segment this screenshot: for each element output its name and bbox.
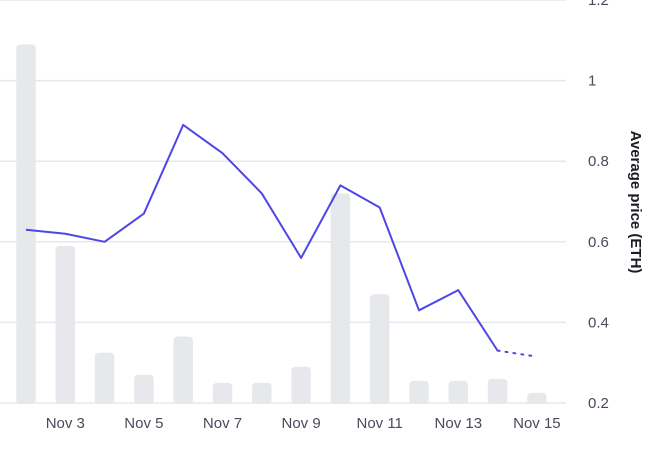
y-tick-label: 1 — [588, 73, 596, 90]
price-point[interactable] — [495, 348, 501, 354]
volume-bar[interactable] — [16, 44, 36, 405]
x-tick-label: Nov 7 — [203, 415, 242, 432]
price-point[interactable] — [416, 307, 422, 313]
y-axis-label: Average price (ETH) — [627, 131, 644, 274]
y-tick-label: 0.6 — [588, 234, 609, 251]
grid-lines — [0, 0, 566, 404]
volume-bar[interactable] — [212, 382, 233, 404]
x-tick-label: Nov 5 — [124, 415, 163, 432]
volume-bar[interactable] — [448, 380, 469, 404]
volume-bar[interactable] — [252, 382, 272, 404]
price-point[interactable] — [23, 227, 29, 233]
x-tick-label: Nov 3 — [46, 415, 85, 432]
y-tick-label: 0.4 — [588, 314, 609, 331]
volume-bar[interactable] — [291, 366, 311, 404]
volume-bar[interactable] — [173, 336, 193, 404]
price-point[interactable] — [298, 255, 304, 261]
price-point[interactable] — [180, 122, 186, 128]
volume-bar[interactable] — [330, 193, 351, 404]
volume-bar[interactable] — [55, 245, 76, 404]
x-tick-label: Nov 15 — [513, 415, 561, 432]
price-point[interactable] — [62, 231, 68, 237]
x-tick-label: Nov 11 — [356, 415, 402, 432]
price-point[interactable] — [377, 205, 383, 211]
y-tick-label: 0.8 — [588, 153, 609, 170]
x-tick-label: Nov 9 — [282, 415, 321, 432]
y-axis-ticks: 0.2 0.4 0.6 0.8 1 1.2 — [588, 0, 609, 412]
volume-bar[interactable] — [134, 374, 154, 404]
y-tick-label: 0.2 — [588, 395, 609, 412]
volume-bars — [16, 44, 547, 405]
price-point[interactable] — [102, 239, 108, 245]
price-point[interactable] — [141, 211, 147, 217]
average-price-line — [23, 122, 540, 360]
y-tick-label: 1.2 — [588, 0, 609, 9]
x-tick-label: Nov 13 — [435, 415, 483, 432]
volume-bar[interactable] — [487, 378, 508, 404]
price-point[interactable] — [455, 287, 461, 293]
volume-bar[interactable] — [369, 294, 390, 404]
volume-bar[interactable] — [409, 380, 429, 404]
volume-bar[interactable] — [527, 392, 547, 404]
volume-bar[interactable] — [94, 352, 115, 404]
price-point[interactable] — [534, 354, 540, 360]
price-point[interactable] — [220, 150, 226, 156]
price-line-solid — [25, 123, 499, 352]
price-point[interactable] — [259, 190, 265, 196]
price-line-projected — [496, 349, 538, 358]
price-point[interactable] — [337, 182, 343, 188]
